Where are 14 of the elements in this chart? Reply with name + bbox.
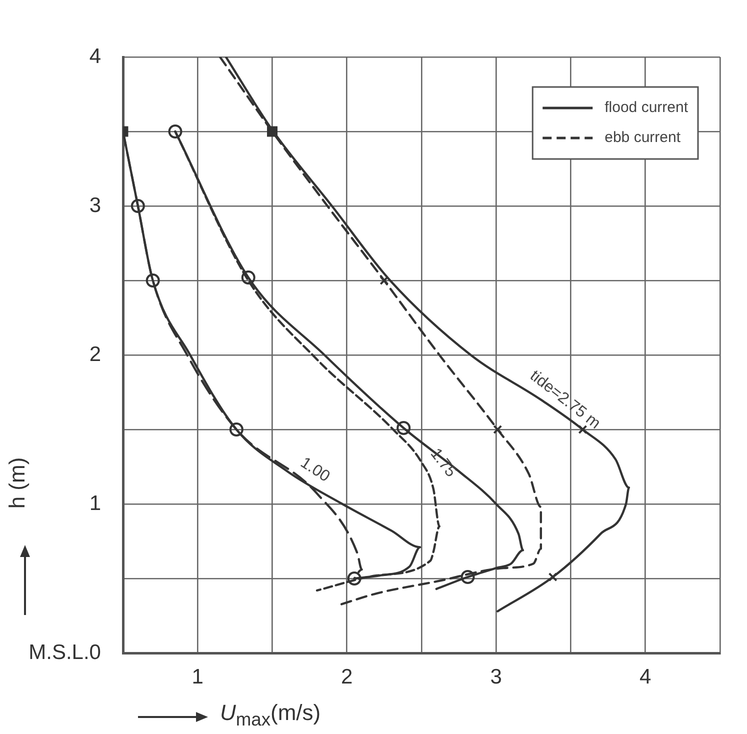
y-tick-label: 1 xyxy=(89,492,101,515)
x-tick-label: 4 xyxy=(640,665,652,688)
x-tick-label: 1 xyxy=(192,665,204,688)
y-tick-label: 3 xyxy=(89,194,101,217)
annotation: 1.00 xyxy=(297,454,333,486)
y-axis-title: h (m) xyxy=(4,457,31,509)
x-tick-label: 2 xyxy=(341,665,353,688)
y-tick-label: M.S.L.0 xyxy=(28,640,101,664)
x-tick-label: 3 xyxy=(490,665,502,688)
legend-label: flood current xyxy=(604,99,689,116)
legend-label: ebb current xyxy=(604,129,682,146)
y-tick-label: 2 xyxy=(89,342,101,366)
x-axis-title: U$_{max}$(m/s) xyxy=(220,700,321,730)
y-tick-label: 4 xyxy=(89,44,102,68)
